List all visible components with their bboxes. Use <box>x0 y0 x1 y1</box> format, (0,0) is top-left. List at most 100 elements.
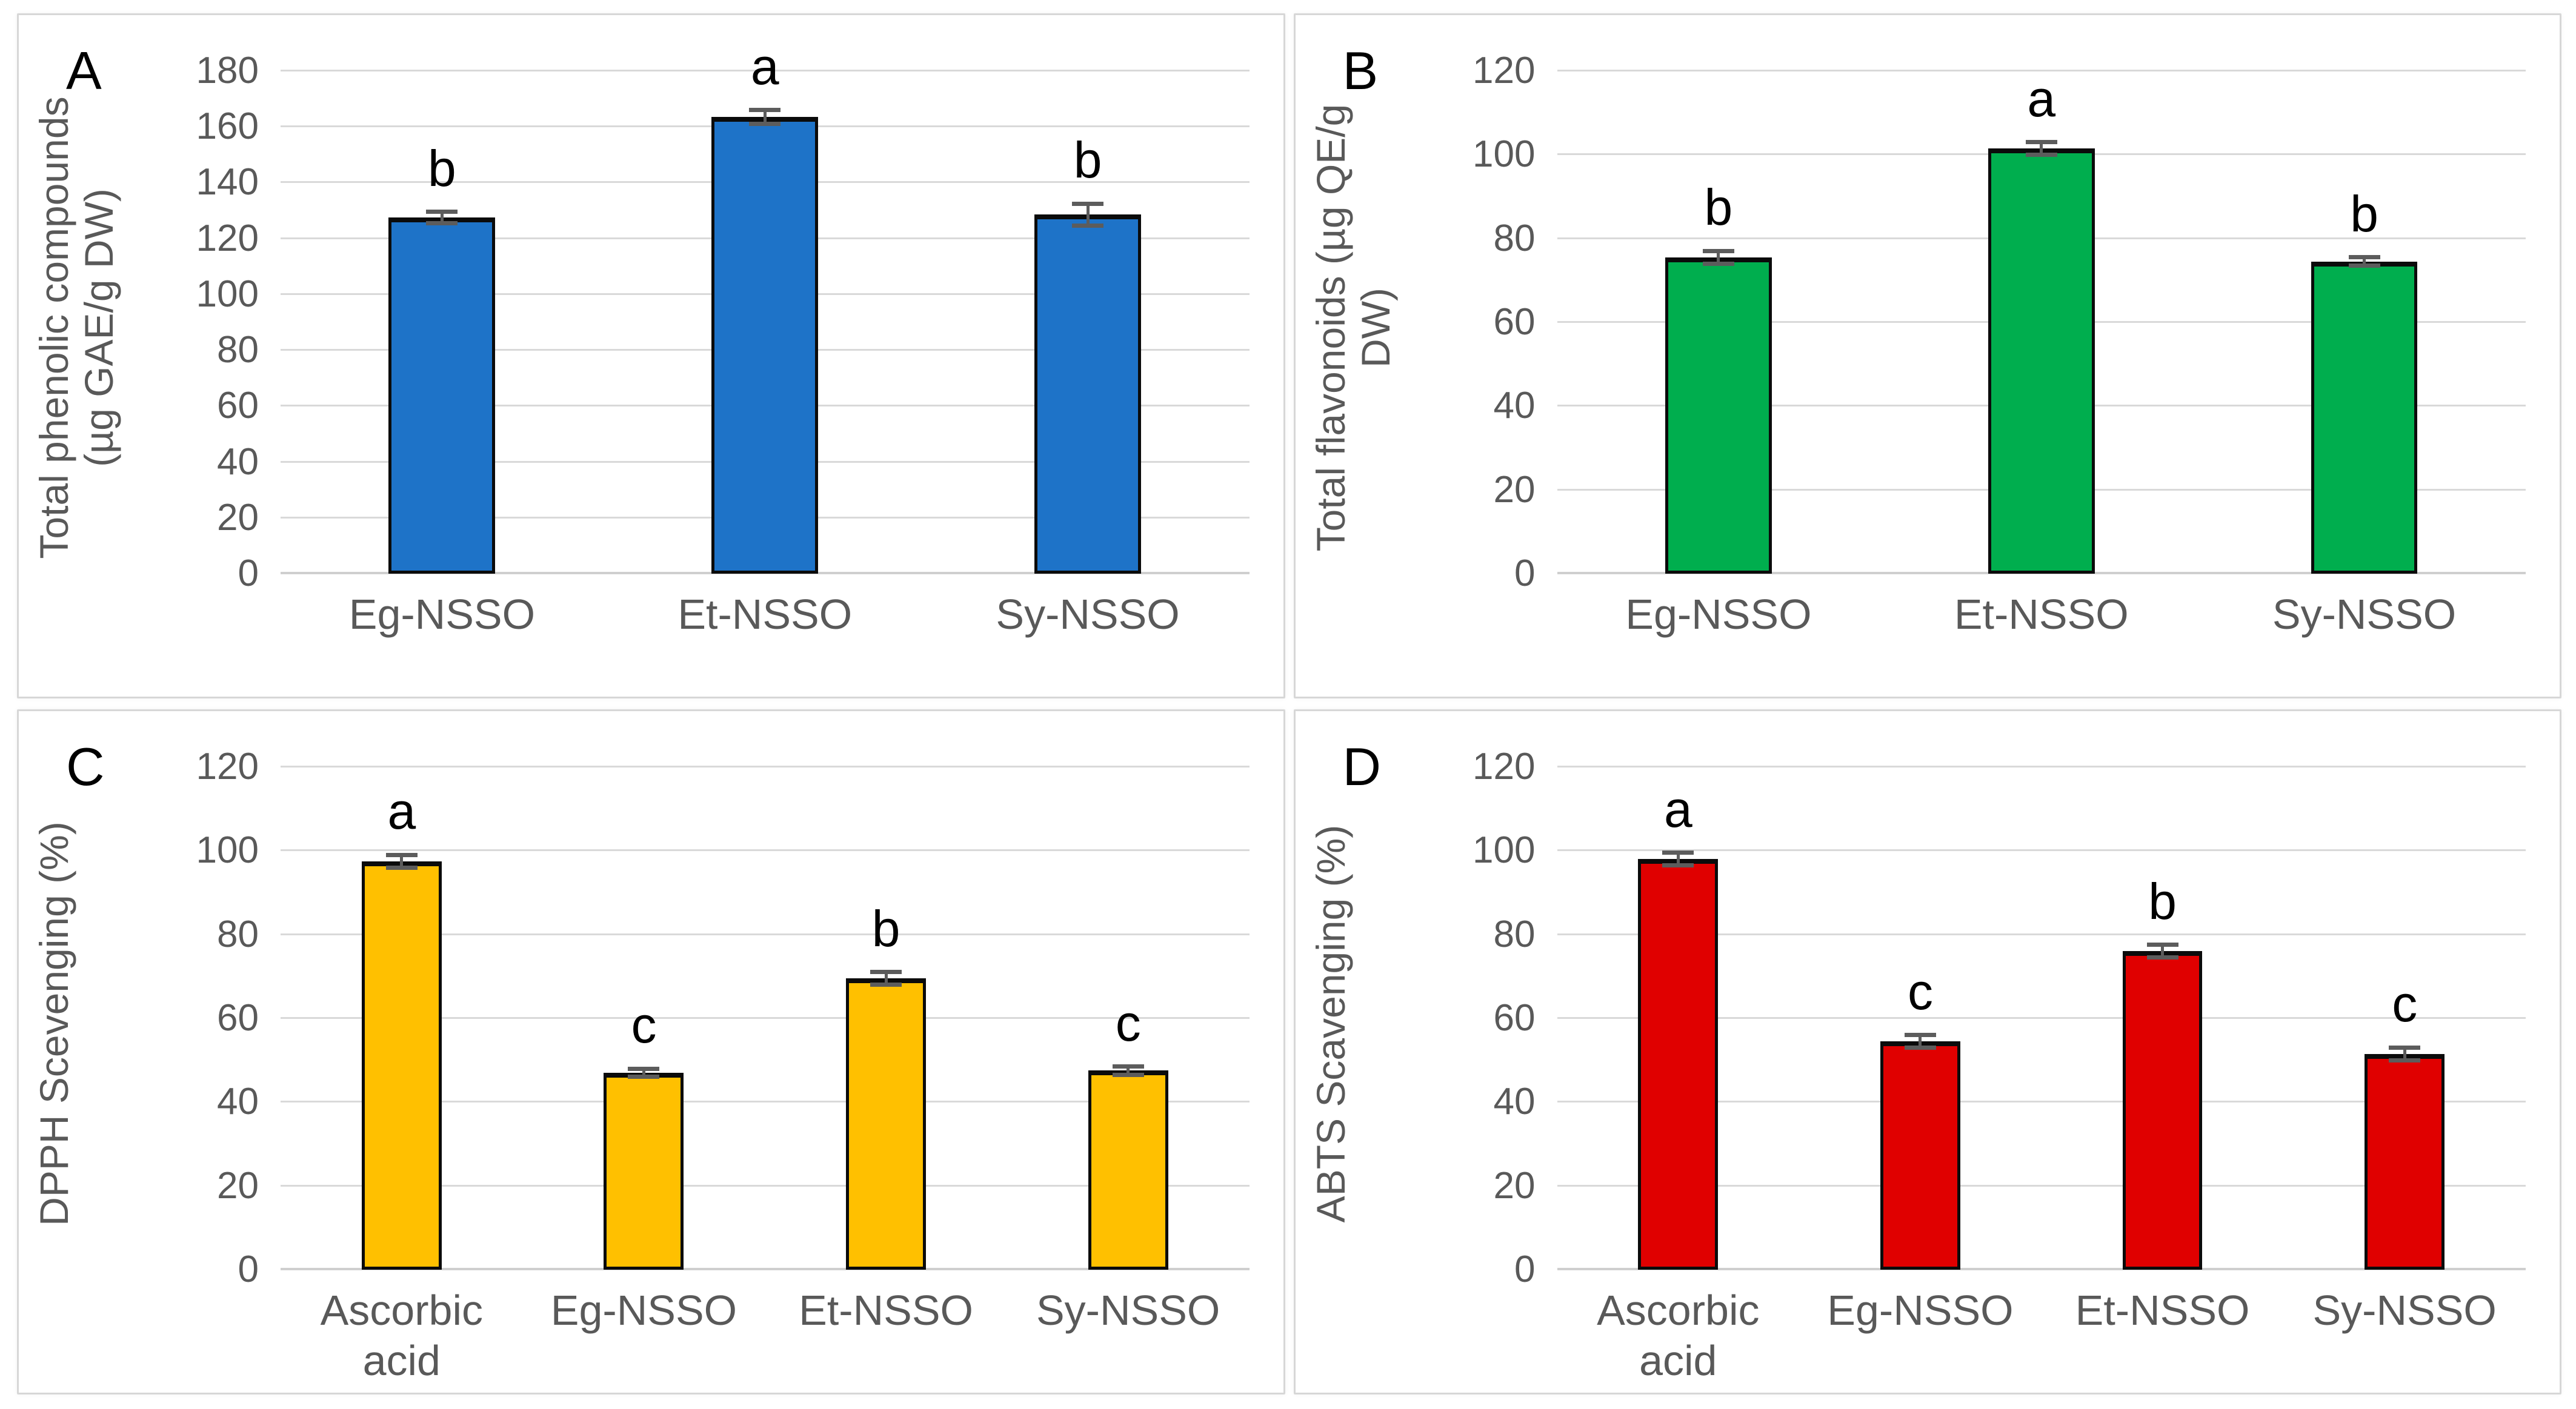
error-bar-whisker <box>1086 204 1090 226</box>
x-axis-baseline <box>1557 1268 2526 1270</box>
error-bar-cap-top <box>1072 201 1104 206</box>
bar-ascorbic-acid <box>361 861 442 1270</box>
gridline <box>1557 849 2526 852</box>
bar-eg-nsso <box>388 217 496 574</box>
error-bar-cap-top <box>1904 1033 1936 1038</box>
plot-area: 0 20 40 60 80 100 120 b Eg-NSSO a Et-NSSO b Sy-NSSO <box>1473 52 2526 638</box>
y-tick-label: 120 <box>1473 50 1536 91</box>
category-label: Et-NSSO <box>2075 1287 2250 1334</box>
error-bar-cap-top <box>2348 255 2380 260</box>
bar-et-nsso <box>711 117 819 574</box>
significance-letter: b <box>1704 179 1733 236</box>
y-axis-title: Total flavonoids (µg QE/g DW) <box>1308 104 1398 552</box>
significance-letter: a <box>387 783 416 840</box>
y-tick-label: 140 <box>196 161 259 204</box>
y-axis-title: Total phenolic compounds (µg GAE/g DW) <box>32 96 121 559</box>
significance-letter: c <box>1907 963 1933 1020</box>
error-bar-whisker <box>1717 251 1720 264</box>
error-bar-cap-top <box>1112 1064 1144 1069</box>
category-label: Et-NSSO <box>677 591 853 638</box>
error-bar-cap-top <box>2146 943 2178 947</box>
error-bar-cap-top <box>870 970 902 975</box>
error-bar-whisker <box>642 1069 645 1077</box>
y-tick-label: 80 <box>217 329 259 371</box>
bar-sy-nsso <box>2311 261 2418 574</box>
significance-letter: c <box>2392 975 2418 1033</box>
gridline <box>281 766 1250 767</box>
y-tick-label: 100 <box>196 829 259 872</box>
error-bar-cap-bottom <box>1904 1045 1936 1050</box>
gridline <box>1557 933 2526 935</box>
plot-area: 0 20 40 60 80 100 120 a Ascorbic acid c Eg-NSSO b Et… <box>1473 748 2526 1384</box>
significance-letter: a <box>1663 780 1692 838</box>
category-label: Eg-NSSO <box>1827 1287 2014 1334</box>
category-label: Eg-NSSO <box>1625 591 1812 638</box>
error-bar-cap-bottom <box>1702 261 1734 266</box>
bar-et-nsso <box>2122 951 2203 1270</box>
significance-letter: c <box>1115 994 1141 1052</box>
plot-area: 0 20 40 60 80 100 120 140 160 180 b Eg-NSSO a Et-NSSO… <box>196 41 1250 638</box>
error-bar-cap-bottom <box>426 220 458 225</box>
y-tick-label: 40 <box>217 440 259 483</box>
error-bar-cap-bottom <box>385 865 418 870</box>
y-tick-label: 80 <box>1493 913 1536 955</box>
significance-letter: b <box>2350 185 2378 242</box>
error-bar-whisker <box>2363 257 2366 266</box>
error-bar-cap-bottom <box>1112 1072 1144 1077</box>
category-label: Et-NSSO <box>799 1287 973 1334</box>
y-tick-label: 60 <box>217 385 259 427</box>
gridline <box>281 1184 1250 1187</box>
panel-a-total-phenolics: A Total phenolic compounds (µg GAE/g DW) … <box>17 13 1285 698</box>
error-bar-whisker <box>1676 852 1680 866</box>
panel-letter: A <box>66 41 102 101</box>
panel-letter: B <box>1342 41 1379 101</box>
y-axis-title: ABTS Scavenging (%) <box>1308 824 1353 1223</box>
gridline <box>281 933 1250 935</box>
category-label: Eg-NSSO <box>550 1287 737 1334</box>
bar-sy-nsso <box>1088 1070 1168 1270</box>
error-bar-cap-bottom <box>628 1075 660 1079</box>
y-tick-label: 20 <box>1493 1164 1536 1207</box>
panel-d-abts-scavenging: D ABTS Scavenging (%) 0 20 40 60 80 100 120 a As… <box>1293 709 2561 1394</box>
error-bar-cap-top <box>2025 140 2057 145</box>
y-tick-label: 0 <box>238 1248 259 1290</box>
error-bar-cap-top <box>2389 1045 2421 1050</box>
plot-area: 0 20 40 60 80 100 120 a Ascorbic acid c Eg-NSSO b Et… <box>196 748 1250 1384</box>
error-bar-cap-bottom <box>1662 863 1694 868</box>
bar-et-nsso <box>846 978 926 1270</box>
gridline <box>1557 1184 2526 1187</box>
error-bar-cap-bottom <box>1072 224 1104 228</box>
gridline <box>1557 1101 2526 1103</box>
significance-letter: b <box>871 900 900 957</box>
error-bar-cap-top <box>1662 850 1694 855</box>
category-label: Et-NSSO <box>1954 591 2129 638</box>
error-bar-cap-top <box>426 210 458 214</box>
error-bar-whisker <box>884 972 888 985</box>
y-tick-label: 120 <box>1473 746 1536 787</box>
significance-letter: b <box>1073 131 1102 189</box>
y-tick-label: 0 <box>1514 1248 1536 1290</box>
y-tick-label: 120 <box>196 746 259 787</box>
y-tick-label: 0 <box>1514 552 1536 594</box>
significance-letter: a <box>2027 70 2056 127</box>
gridline <box>1557 70 2526 71</box>
y-tick-label: 60 <box>1493 301 1536 343</box>
gridline <box>1557 766 2526 767</box>
error-bar-cap-top <box>385 852 418 857</box>
y-tick-label: 80 <box>1493 217 1536 259</box>
category-label: Eg-NSSO <box>348 591 536 638</box>
y-tick-label: 120 <box>196 217 259 259</box>
panel-letter: C <box>66 737 105 797</box>
y-tick-label: 100 <box>196 273 259 315</box>
error-bar-cap-bottom <box>749 122 781 127</box>
error-bar-cap-bottom <box>2389 1058 2421 1063</box>
category-label: Sy-NSSO <box>2312 1287 2497 1334</box>
y-tick-label: 60 <box>217 997 259 1039</box>
gridline <box>1557 1017 2526 1019</box>
panel-letter: D <box>1342 737 1382 797</box>
x-axis-baseline <box>281 1268 1250 1270</box>
category-label: Sy-NSSO <box>996 591 1180 638</box>
gridline <box>281 849 1250 852</box>
error-bar-whisker <box>1919 1035 1922 1048</box>
